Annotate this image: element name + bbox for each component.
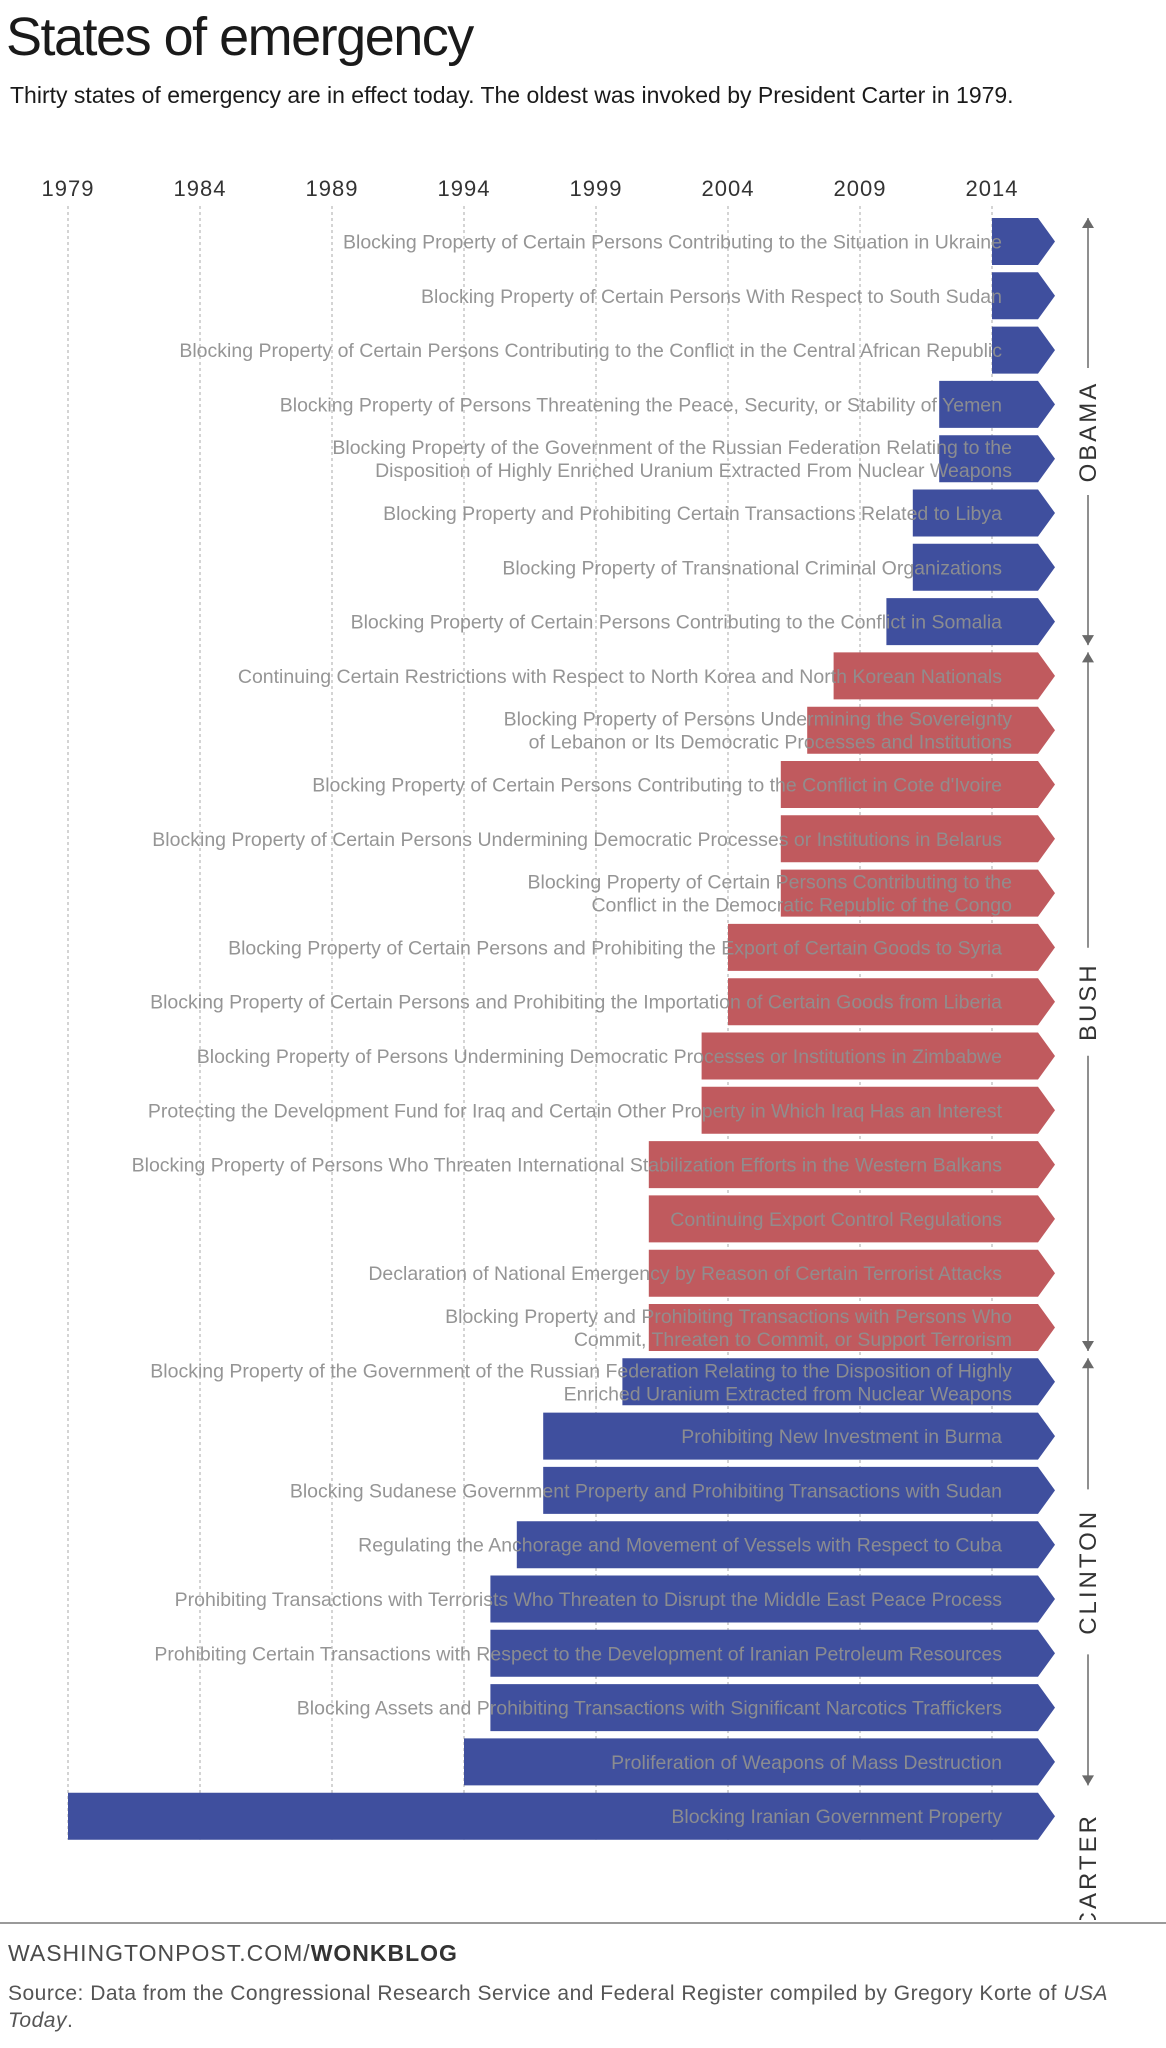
bar-label: Blocking Property of Certain Persons and… <box>150 992 1002 1014</box>
bar-label: Blocking Assets and Prohibiting Transact… <box>297 1698 1002 1720</box>
bar-label: Proliferation of Weapons of Mass Destruc… <box>611 1752 1002 1774</box>
bar-label: Blocking Property of Certain Persons Con… <box>312 775 1002 797</box>
bar-17 <box>648 1141 1055 1189</box>
bar-labels: Blocking Property of Certain Persons Con… <box>132 232 1013 1829</box>
arrow-up-icon <box>1082 218 1094 228</box>
president-label: CARTER <box>1075 1813 1102 1920</box>
bar-label: Blocking Property of Certain Persons Con… <box>527 872 1012 894</box>
x-tick-label: 1979 <box>42 176 95 201</box>
x-tick-label: 2004 <box>702 176 755 201</box>
bar-4 <box>939 435 1055 483</box>
bar-label: Prohibiting Transactions with Terrorists… <box>175 1589 1003 1611</box>
bar-label: Continuing Certain Restrictions with Res… <box>238 666 1002 688</box>
bar-26 <box>490 1629 1055 1677</box>
bar-10 <box>780 761 1055 808</box>
bar-0 <box>992 218 1055 265</box>
bar-28 <box>464 1738 1055 1786</box>
bars <box>68 218 1055 1840</box>
x-axis-ticks: 1979 1984 1989 1994 1999 2004 2009 2014 <box>42 176 1019 201</box>
bar-label: Regulating the Anchorage and Movement of… <box>358 1535 1002 1557</box>
bar-25 <box>490 1575 1055 1623</box>
bar-label: Disposition of Highly Enriched Uranium E… <box>375 460 1012 482</box>
bar-label: Blocking Property of Certain Persons Con… <box>179 340 1002 362</box>
bar-6 <box>912 543 1055 591</box>
bar-label: Blocking Property of Transnational Crimi… <box>502 557 1002 579</box>
bar-label: Blocking Property of Persons Threatening… <box>280 394 1002 416</box>
bar-label: Protecting the Development Fund for Iraq… <box>148 1100 1003 1122</box>
bar-3 <box>939 380 1055 428</box>
bar-label: Commit, Threaten to Commit, or Support T… <box>574 1329 1012 1351</box>
bar-label: Enriched Uranium Extracted from Nuclear … <box>564 1383 1013 1405</box>
bar-7 <box>886 598 1055 646</box>
bar-label: Blocking Iranian Government Property <box>671 1806 1002 1828</box>
chart-subtitle: Thirty states of emergency are in effect… <box>10 82 1014 108</box>
bar-23 <box>543 1466 1055 1514</box>
emergency-timeline-chart: 1979 1984 1989 1994 1999 2004 2009 2014 Blockin… <box>42 176 1102 1920</box>
credit-prefix: WASHINGTONPOST.COM/ <box>8 1940 311 1966</box>
bar-2 <box>992 326 1055 374</box>
president-label: OBAMA <box>1075 381 1102 483</box>
bar-5 <box>912 489 1055 537</box>
bar-24 <box>516 1521 1055 1569</box>
bar-15 <box>701 1032 1055 1080</box>
bar-label: Blocking Property of Certain Persons Con… <box>343 232 1002 254</box>
bar-label: Blocking Property of Persons Undermining… <box>197 1046 1002 1068</box>
bar-label: Blocking Property and Prohibiting Transa… <box>445 1306 1012 1328</box>
bar-9 <box>807 706 1055 754</box>
arrow-up-icon <box>1082 1358 1094 1369</box>
bar-label: Blocking Property of the Government of t… <box>332 437 1012 459</box>
bar-12 <box>780 869 1055 917</box>
bar-29 <box>68 1792 1055 1840</box>
bar-label: Blocking Property of Certain Persons Con… <box>351 612 1003 634</box>
president-groups: OBAMA BUSH CLINTON CARTER <box>1075 218 1102 1920</box>
bar-11 <box>780 815 1055 863</box>
bar-label: Continuing Export Control Regulations <box>670 1209 1002 1231</box>
arrow-down-icon <box>1082 1341 1094 1351</box>
bar-label: Blocking Property of Certain Persons Wit… <box>421 286 1002 308</box>
bar-13 <box>728 923 1055 971</box>
bar-label: Blocking Sudanese Government Property an… <box>290 1480 1002 1502</box>
bar-22 <box>543 1412 1055 1460</box>
bar-label: Conflict in the Democratic Republic of t… <box>591 895 1012 917</box>
bar-label: Prohibiting Certain Transactions with Re… <box>154 1643 1002 1665</box>
bar-20 <box>648 1304 1055 1351</box>
source-end: . <box>66 2009 74 2032</box>
publication-credit[interactable]: WASHINGTONPOST.COM/WONKBLOG <box>8 1940 458 1967</box>
bar-21 <box>622 1358 1055 1406</box>
bar-label: Prohibiting New Investment in Burma <box>681 1426 1002 1448</box>
bar-label: of Lebanon or Its Democratic Processes a… <box>529 732 1013 754</box>
chart-title: States of emergency <box>6 7 474 67</box>
arrow-down-icon <box>1082 635 1094 646</box>
x-tick-label: 1999 <box>570 176 623 201</box>
bar-label: Blocking Property of Certain Persons and… <box>228 937 1002 959</box>
bar-label: Blocking Property of Persons Undermining… <box>504 709 1013 731</box>
arrow-up-icon <box>1082 652 1094 663</box>
bar-27 <box>490 1684 1055 1732</box>
x-tick-label: 2009 <box>834 176 887 201</box>
bar-label: Declaration of National Emergency by Rea… <box>368 1263 1002 1285</box>
x-tick-label: 1994 <box>438 176 491 201</box>
arrow-down-icon <box>1082 1775 1094 1786</box>
president-label: BUSH <box>1075 962 1102 1041</box>
bar-label: Blocking Property and Prohibiting Certai… <box>383 503 1002 525</box>
footer-divider <box>0 1922 1166 1924</box>
bar-19 <box>648 1249 1055 1297</box>
bar-1 <box>992 272 1055 320</box>
x-tick-label: 2014 <box>966 176 1019 201</box>
credit-brand: WONKBLOG <box>310 1940 458 1966</box>
source-publication: USA Today <box>8 1982 1108 2032</box>
source-text: Source: Data from the Congressional Rese… <box>8 1982 1064 2005</box>
bar-label: Blocking Property of Persons Who Threate… <box>132 1155 1003 1177</box>
bar-label: Blocking Property of the Government of t… <box>150 1360 1012 1382</box>
president-label: CLINTON <box>1075 1509 1102 1635</box>
bar-14 <box>728 978 1055 1026</box>
source-note: Source: Data from the Congressional Rese… <box>8 1980 1108 2034</box>
bar-label: Blocking Property of Certain Persons Und… <box>152 829 1002 851</box>
bar-16 <box>701 1086 1055 1134</box>
bar-18 <box>648 1195 1055 1243</box>
x-tick-label: 1989 <box>306 176 359 201</box>
bar-8 <box>833 652 1055 700</box>
x-tick-label: 1984 <box>174 176 227 201</box>
